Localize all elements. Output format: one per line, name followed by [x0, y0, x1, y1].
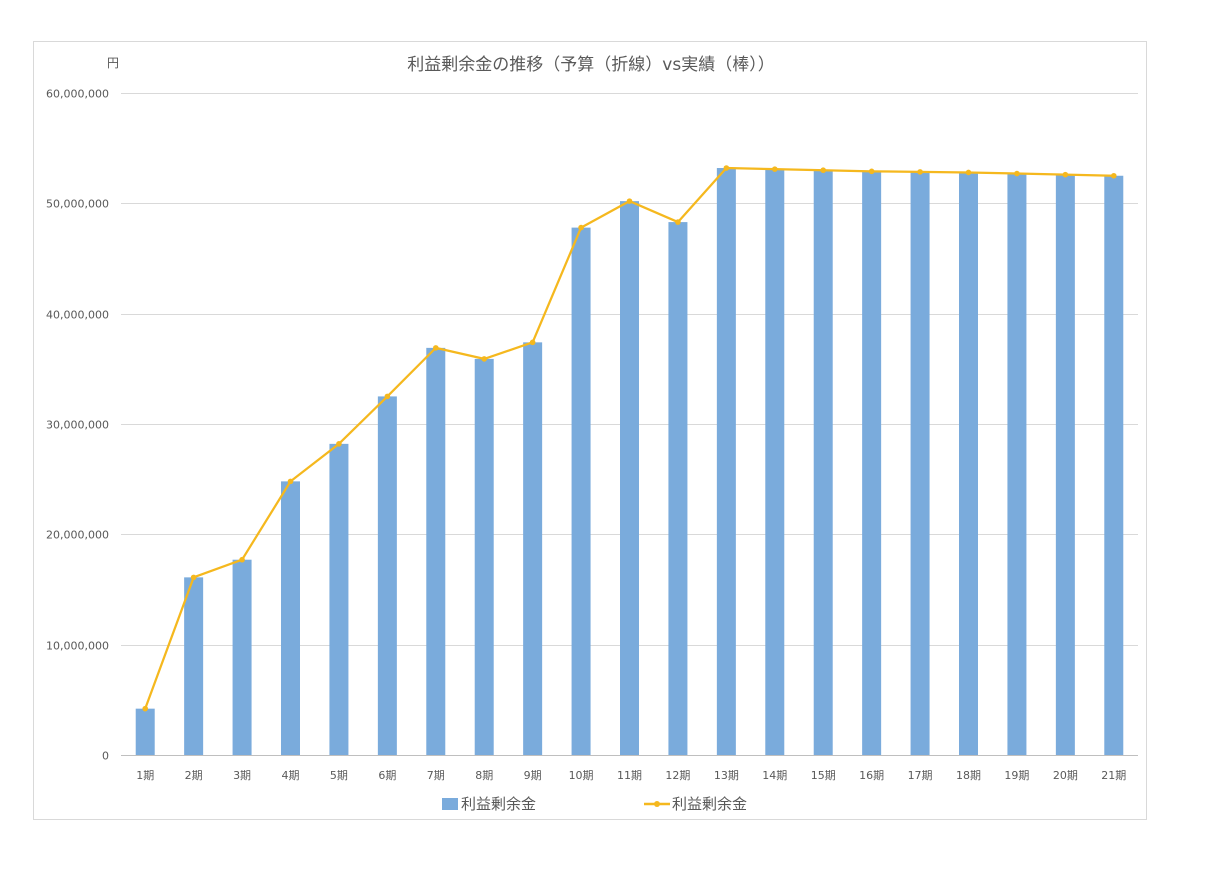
- line-point: [481, 356, 488, 362]
- line-point: [142, 705, 149, 712]
- y-tick-label: 50,000,000: [46, 198, 109, 211]
- bar: [1055, 174, 1075, 755]
- x-tick-label: 11期: [617, 769, 642, 782]
- x-tick-label: 16期: [859, 769, 884, 782]
- y-axis-ticks: 0 10,000,000 20,000,000 30,000,000 40,000,00…: [46, 88, 109, 763]
- line-point: [336, 441, 342, 447]
- x-tick-label: 8期: [475, 769, 493, 782]
- line-point: [675, 219, 681, 225]
- x-tick-label: 5期: [330, 769, 348, 782]
- bar: [813, 170, 833, 755]
- x-tick-label: 2期: [185, 769, 203, 782]
- bar: [232, 559, 252, 755]
- legend: 利益剰余金 利益剰余金: [442, 795, 747, 813]
- bar: [959, 172, 978, 755]
- line-point: [432, 345, 439, 351]
- bar: [1104, 175, 1124, 755]
- line-point: [965, 169, 972, 176]
- x-tick-label: 3期: [233, 769, 251, 782]
- bar: [1007, 173, 1027, 755]
- y-axis-unit-label: 円: [107, 56, 119, 70]
- x-tick-label: 6期: [378, 769, 396, 782]
- line-point: [868, 168, 875, 175]
- x-tick-label: 20期: [1053, 769, 1078, 782]
- line-point: [578, 224, 584, 231]
- line-point: [771, 166, 778, 172]
- legend-line-marker: [654, 801, 660, 807]
- bar: [377, 396, 397, 755]
- line-point: [529, 339, 536, 346]
- x-tick-label: 1期: [136, 769, 154, 782]
- chart-svg: 円 利益剰余金の推移（予算（折線）vs実績（棒）） 0 10,000,000 20,…: [46, 55, 1138, 813]
- bar: [571, 227, 591, 755]
- line-series: [142, 165, 1117, 712]
- y-tick-label: 30,000,000: [46, 419, 109, 432]
- legend-bar-swatch: [442, 798, 458, 810]
- y-tick-label: 10,000,000: [46, 640, 109, 653]
- bar: [135, 708, 155, 755]
- x-tick-label: 7期: [427, 769, 445, 782]
- bar: [281, 481, 300, 755]
- x-tick-label: 9期: [524, 769, 542, 782]
- x-tick-label: 4期: [282, 769, 300, 782]
- line-point: [287, 478, 294, 485]
- x-tick-label: 17期: [908, 769, 933, 782]
- legend-line-label: 利益剰余金: [672, 795, 747, 813]
- bar: [668, 222, 688, 756]
- line-point: [239, 556, 245, 563]
- line-point: [1062, 171, 1069, 178]
- y-tick-label: 20,000,000: [46, 529, 109, 542]
- bar-series: [135, 168, 1124, 756]
- line-point: [384, 393, 391, 400]
- y-tick-label: 60,000,000: [46, 88, 109, 101]
- x-axis-ticks: 1期 2期 3期 4期 5期 6期 7期 8期 9期 10期 11期 12期 13期 14期 15期 16期 1…: [136, 769, 1126, 782]
- chart-title: 利益剰余金の推移（予算（折線）vs実績（棒））: [407, 55, 774, 75]
- bar: [184, 577, 204, 755]
- y-tick-label: 0: [102, 750, 109, 763]
- bar: [862, 171, 882, 755]
- y-tick-label: 40,000,000: [46, 309, 109, 322]
- x-tick-label: 19期: [1004, 769, 1029, 782]
- bar: [620, 201, 639, 756]
- bar: [910, 171, 930, 756]
- bar: [474, 358, 494, 755]
- x-tick-label: 13期: [714, 769, 739, 782]
- bar: [765, 169, 785, 755]
- line-point: [1014, 170, 1020, 177]
- legend-bar-label: 利益剰余金: [461, 795, 536, 813]
- bar: [716, 168, 736, 755]
- x-tick-label: 21期: [1101, 769, 1126, 782]
- bar: [329, 443, 349, 755]
- bar: [426, 347, 446, 755]
- x-tick-label: 10期: [569, 769, 594, 782]
- x-tick-label: 12期: [665, 769, 690, 782]
- bar: [523, 342, 543, 755]
- line-point: [1110, 172, 1117, 179]
- chart-area: 円 利益剰余金の推移（予算（折線）vs実績（棒）） 0 10,000,000 20,…: [33, 41, 1147, 820]
- line-point: [626, 198, 633, 204]
- line-point: [917, 169, 923, 175]
- x-tick-label: 14期: [762, 769, 787, 782]
- x-tick-label: 15期: [811, 769, 836, 782]
- line-point: [723, 165, 730, 171]
- line-point: [820, 167, 827, 174]
- line-point: [190, 574, 197, 581]
- x-tick-label: 18期: [956, 769, 981, 782]
